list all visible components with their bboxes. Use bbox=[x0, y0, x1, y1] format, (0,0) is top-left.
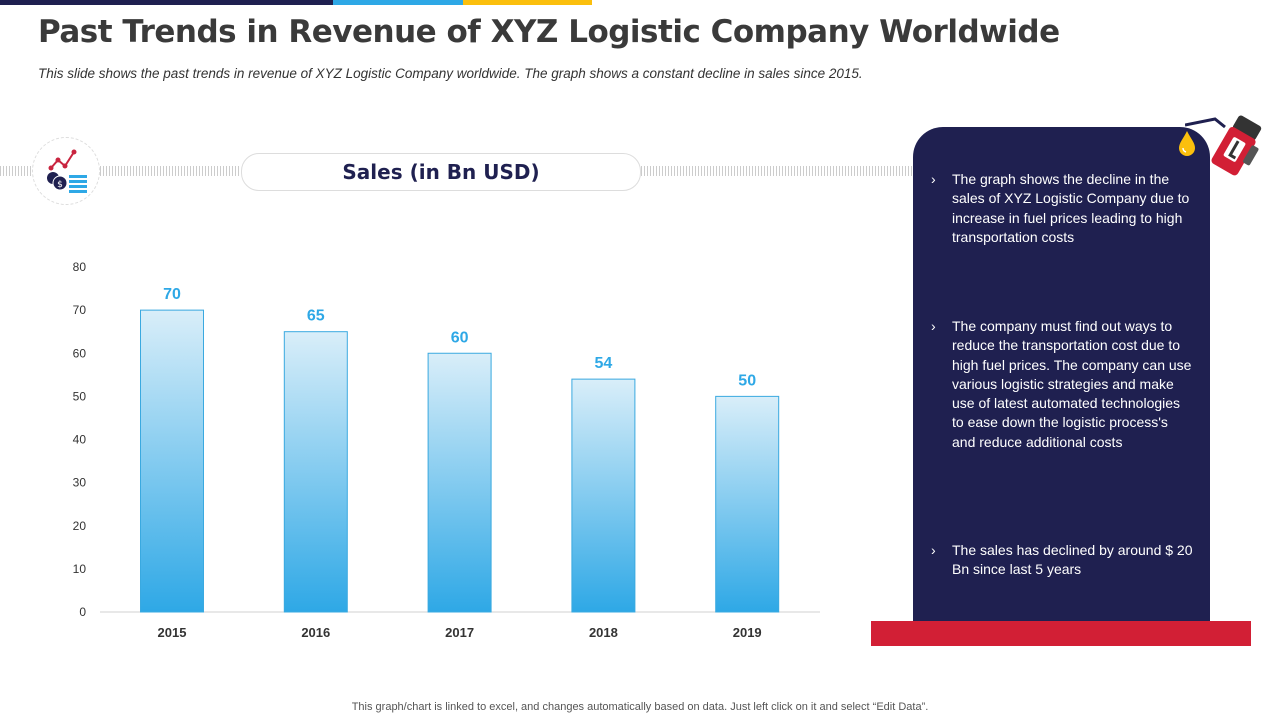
bullet-1: › The graph shows the decline in the sale… bbox=[931, 170, 1193, 247]
data-label: 54 bbox=[595, 355, 613, 372]
bar-chart[interactable]: 0 10 20 30 40 50 60 70 80 70 2015 65 2016 60 2017 54 20… bbox=[0, 0, 880, 660]
top-stripe-navy bbox=[0, 0, 333, 5]
y-tick-label: 10 bbox=[73, 562, 87, 576]
y-tick-label: 60 bbox=[73, 346, 87, 360]
bar-2018[interactable] bbox=[571, 378, 636, 613]
x-tick-label: 2017 bbox=[445, 625, 474, 640]
bar-2019[interactable] bbox=[715, 395, 780, 613]
y-tick-label: 20 bbox=[73, 519, 87, 533]
x-tick-label: 2016 bbox=[301, 625, 330, 640]
divider-mid bbox=[100, 166, 240, 176]
data-label: 70 bbox=[163, 286, 181, 303]
chevron-right-icon: › bbox=[931, 318, 936, 334]
chart-title: Sales (in Bn USD) bbox=[241, 153, 641, 191]
oil-drop-icon bbox=[1179, 131, 1195, 156]
divider-right bbox=[641, 166, 913, 176]
svg-text:$: $ bbox=[57, 180, 63, 190]
y-tick-label: 40 bbox=[73, 433, 87, 447]
y-tick-label: 80 bbox=[73, 260, 87, 274]
page-subtitle: This slide shows the past trends in reve… bbox=[38, 66, 863, 81]
data-label: 60 bbox=[451, 329, 469, 346]
x-tick-label: 2018 bbox=[589, 625, 618, 640]
sales-trend-icon: $ bbox=[32, 137, 100, 205]
y-tick-label: 70 bbox=[73, 303, 87, 317]
panel-base-bar bbox=[871, 621, 1251, 646]
top-stripe-blue bbox=[333, 0, 463, 5]
top-stripe-yellow bbox=[463, 0, 592, 5]
page-title: Past Trends in Revenue of XYZ Logistic C… bbox=[38, 14, 1060, 50]
data-label: 50 bbox=[738, 372, 756, 389]
data-label: 65 bbox=[307, 308, 325, 325]
bar-2016[interactable] bbox=[283, 331, 348, 613]
bullet-2: › The company must find out ways to reduc… bbox=[931, 317, 1193, 452]
y-tick-label: 30 bbox=[73, 476, 87, 490]
insights-panel: › The graph shows the decline in the sale… bbox=[913, 127, 1210, 622]
x-tick-label: 2019 bbox=[733, 625, 762, 640]
chevron-right-icon: › bbox=[931, 171, 936, 187]
divider-left bbox=[0, 166, 32, 176]
bar-2015[interactable] bbox=[140, 309, 204, 613]
x-tick-label: 2015 bbox=[158, 625, 187, 640]
bar-2017[interactable] bbox=[427, 352, 492, 613]
bullet-3: › The sales has declined by around $ 20 B… bbox=[931, 541, 1193, 580]
y-tick-label: 50 bbox=[73, 389, 87, 403]
chevron-right-icon: › bbox=[931, 542, 936, 558]
fuel-nozzle-icon bbox=[1185, 115, 1262, 176]
y-tick-label: 0 bbox=[79, 605, 86, 619]
footer-note: This graph/chart is linked to excel, and… bbox=[351, 701, 929, 713]
